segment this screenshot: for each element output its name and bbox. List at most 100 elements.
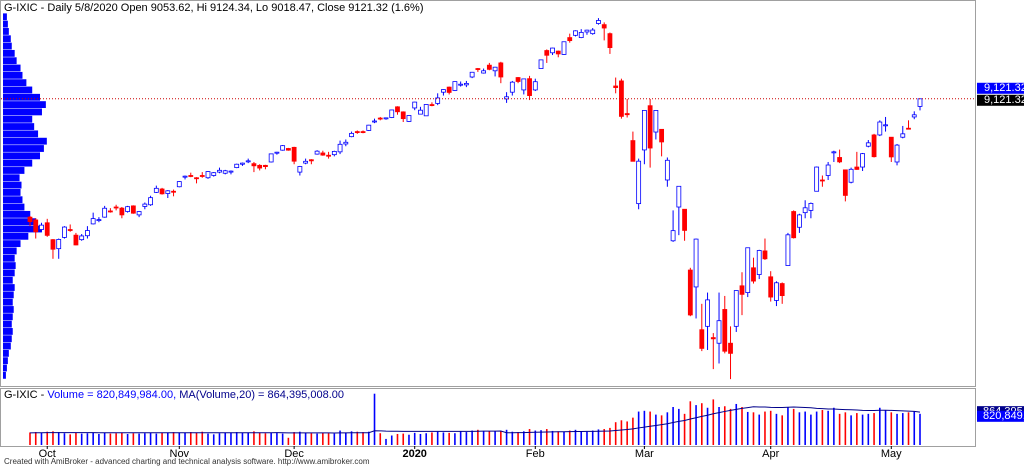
candle-body [550, 47, 555, 54]
x-tick-label: May [881, 448, 902, 460]
candle-body [107, 210, 113, 213]
candle-body [263, 164, 268, 167]
candle-body [199, 175, 205, 177]
candle-body [687, 269, 693, 316]
profile-bar [3, 240, 21, 248]
candle-body [366, 124, 372, 131]
candle-body [521, 78, 527, 91]
candle-body [756, 250, 762, 275]
price-label-box [977, 94, 1024, 106]
candle-body [39, 224, 44, 230]
candle-body [630, 140, 636, 162]
candle-body [751, 267, 756, 282]
profile-bar [3, 298, 13, 306]
profile-bar [3, 232, 29, 240]
profile-bar [3, 145, 44, 152]
candle-body [486, 64, 492, 70]
candle-body [699, 329, 705, 349]
candle-body [762, 250, 768, 260]
profile-bar [3, 349, 9, 357]
price-pane [0, 0, 976, 387]
candle-body [280, 145, 286, 151]
candle-body [274, 151, 280, 154]
candle-body [102, 207, 108, 218]
candle-body [573, 30, 578, 36]
candle-body [647, 105, 653, 149]
candle-body [435, 97, 441, 104]
candle-body [894, 144, 900, 163]
candle-body [492, 66, 498, 72]
candle-body [797, 214, 802, 228]
candle-body [739, 285, 745, 295]
price-label: 9,121.32 [984, 82, 1024, 94]
candle-body [360, 131, 366, 133]
candle-body [372, 120, 377, 123]
candle-body [670, 230, 676, 242]
candle-body [860, 153, 865, 168]
candle-body [515, 77, 521, 82]
candle-body [601, 24, 607, 29]
profile-bar [3, 364, 7, 372]
profile-bar [3, 262, 16, 269]
profile-bar [3, 276, 13, 284]
candle-body [906, 127, 911, 130]
candle-body [136, 211, 142, 216]
profile-bar [3, 115, 33, 123]
candle-body [469, 71, 475, 78]
x-tick-label: Feb [526, 448, 545, 460]
profile-bar [3, 130, 39, 138]
candle-body [429, 104, 435, 106]
candles [27, 18, 923, 445]
candle-body [27, 216, 33, 223]
candle-body [722, 309, 728, 352]
candle-body [297, 166, 303, 173]
candle-body [653, 110, 659, 133]
candle-body [337, 143, 343, 153]
profile-bar [3, 71, 23, 79]
candle-body [509, 81, 515, 93]
candle-body [113, 206, 119, 209]
candle-body [842, 169, 848, 196]
profile-bar [3, 64, 21, 72]
profile-bar [3, 203, 25, 211]
profile-bar [3, 137, 47, 145]
candle-body [79, 235, 85, 241]
candle-body [733, 290, 739, 327]
candle-body [354, 131, 360, 133]
candle-body [452, 81, 458, 91]
chart-title: G-IXIC - Daily 5/8/2020 Open 9053.62, Hi… [4, 2, 424, 14]
candle-body [768, 276, 774, 298]
candle-body [343, 141, 349, 145]
candle-body [458, 83, 464, 86]
x-tick-label: Apr [762, 448, 779, 460]
candle-body [819, 179, 825, 182]
candle-body [211, 172, 217, 176]
candle-body [67, 229, 73, 231]
profile-bar [3, 210, 31, 218]
profile-bar [3, 123, 35, 130]
profile-bar [3, 159, 33, 167]
candle-body [159, 188, 165, 195]
candle-body [544, 50, 550, 56]
candle-body [475, 68, 481, 70]
candle-body [291, 146, 297, 162]
profile-bar [3, 225, 42, 233]
candle-body [182, 175, 188, 178]
candle-body [641, 110, 647, 151]
candle-body [148, 197, 153, 206]
candle-body [664, 159, 670, 181]
x-tick-label: Oct [39, 448, 56, 460]
candle-body [900, 133, 906, 138]
candle-body [62, 226, 67, 238]
candle-body [745, 247, 751, 293]
profile-bar [3, 93, 41, 101]
candle-body [90, 218, 96, 225]
candle-body [349, 132, 354, 138]
candle-body [865, 142, 871, 147]
profile-bar [3, 218, 37, 226]
candle-body [636, 160, 642, 205]
profile-bar [3, 335, 12, 343]
candle-body [314, 150, 320, 155]
profile-bar [3, 306, 14, 313]
profile-bar [3, 357, 8, 365]
